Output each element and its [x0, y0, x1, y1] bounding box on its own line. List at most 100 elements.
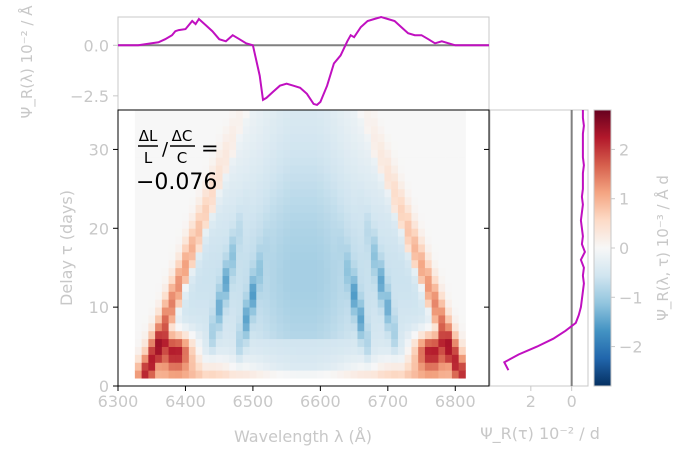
heatmap-cell: [357, 244, 365, 253]
heatmap-cell: [263, 307, 271, 316]
heatmap-cell: [451, 220, 460, 229]
heatmap-cell: [397, 125, 406, 135]
heatmap-cell: [229, 283, 237, 292]
heatmap-cell: [404, 244, 412, 253]
heatmap-cell: [134, 110, 143, 119]
heatmap-cell: [202, 125, 210, 135]
heatmap-cell: [182, 338, 190, 347]
heatmap-cell: [276, 244, 284, 253]
heatmap-cell: [451, 149, 460, 158]
heatmap-cell: [148, 117, 156, 127]
heatmap-cell: [269, 228, 277, 237]
heatmap-cell: [357, 149, 365, 158]
heatmap-cell: [370, 244, 379, 253]
heatmap-cell: [175, 338, 183, 347]
heatmap-cell: [337, 236, 345, 245]
heatmap-cell: [458, 362, 466, 371]
heatmap-cell: [249, 259, 257, 269]
heatmap-cell: [283, 110, 291, 119]
heatmap-cell: [330, 141, 338, 150]
heatmap-cell: [404, 157, 412, 166]
heatmap-cell: [276, 259, 284, 269]
heatmap-cell: [222, 220, 230, 229]
heatmap-cell: [276, 125, 284, 135]
heatmap-cell: [168, 244, 176, 253]
heatmap-cell: [411, 267, 419, 276]
heatmap-cell: [377, 244, 385, 253]
heatmap-cell: [209, 165, 217, 174]
heatmap-cell: [438, 299, 446, 308]
heatmap-cell: [269, 133, 277, 142]
heatmap-cell: [411, 173, 419, 182]
heatmap-cell: [357, 157, 365, 166]
heatmap-cell: [229, 204, 237, 213]
heatmap-cell: [161, 299, 169, 308]
heatmap-cell: [182, 330, 190, 340]
heatmap-cell: [263, 196, 271, 206]
heatmap-cell: [222, 330, 230, 340]
heatmap-cell: [438, 212, 446, 221]
heatmap-cell: [364, 141, 372, 150]
heatmap-cell: [182, 236, 190, 245]
heatmap-cell: [438, 354, 446, 363]
heatmap-cell: [134, 149, 143, 158]
heatmap-cell: [343, 354, 352, 363]
heatmap-cell: [384, 165, 392, 174]
heatmap-cell: [370, 196, 379, 206]
heatmap-cell: [175, 259, 183, 269]
heatmap-cell: [310, 236, 318, 245]
heatmap-cell: [431, 322, 439, 332]
heatmap-cell: [343, 196, 352, 206]
heatmap-cell: [256, 180, 264, 190]
heatmap-cell: [445, 220, 453, 229]
heatmap-cell: [269, 370, 277, 379]
heatmap-cell: [134, 315, 143, 324]
heatmap-cell: [384, 236, 392, 245]
heatmap-cell: [209, 354, 217, 363]
heatmap-cell: [310, 149, 318, 158]
heatmap-cell: [445, 117, 453, 127]
heatmap-cell: [370, 275, 379, 284]
heatmap-cell: [424, 110, 433, 119]
heatmap-cell: [249, 204, 257, 213]
heatmap-cell: [175, 196, 183, 206]
heatmap-cell: [458, 110, 466, 119]
heatmap-cell: [263, 110, 271, 119]
heatmap-cell: [209, 110, 217, 119]
heatmap-cell: [168, 212, 176, 221]
heatmap-cell: [316, 212, 325, 221]
heatmap-cell: [445, 315, 453, 324]
heatmap-cell: [445, 299, 453, 308]
heatmap-cell: [411, 244, 419, 253]
heatmap-cell: [155, 228, 163, 237]
heatmap-cell: [343, 338, 352, 347]
heatmap-cell: [236, 338, 244, 347]
heatmap-cell: [215, 110, 223, 119]
heatmap-cell: [283, 228, 291, 237]
heatmap-cell: [397, 362, 406, 371]
heatmap-cell: [323, 315, 331, 324]
heatmap-cell: [236, 117, 244, 127]
heatmap-cell: [168, 125, 176, 135]
heatmap-cell: [364, 149, 372, 158]
heatmap-cell: [263, 291, 271, 300]
heatmap-cell: [283, 275, 291, 284]
heatmap-cell: [290, 338, 298, 347]
heatmap-cell: [175, 354, 183, 363]
heatmap-cell: [384, 133, 392, 142]
heatmap-cell: [290, 196, 298, 206]
heatmap-cell: [276, 299, 284, 308]
heatmap-cell: [458, 330, 466, 340]
heatmap-cell: [303, 180, 311, 190]
heatmap-cell: [256, 196, 264, 206]
heatmap-cell: [249, 251, 257, 261]
heatmap-cell: [283, 299, 291, 308]
heatmap-cell: [343, 307, 352, 316]
heatmap-cell: [134, 212, 143, 221]
heatmap-cell: [155, 299, 163, 308]
heatmap-cell: [418, 244, 426, 253]
heatmap-cell: [249, 212, 257, 221]
heatmap-cell: [418, 307, 426, 316]
heatmap-cell: [330, 244, 338, 253]
heatmap-cell: [397, 228, 406, 237]
